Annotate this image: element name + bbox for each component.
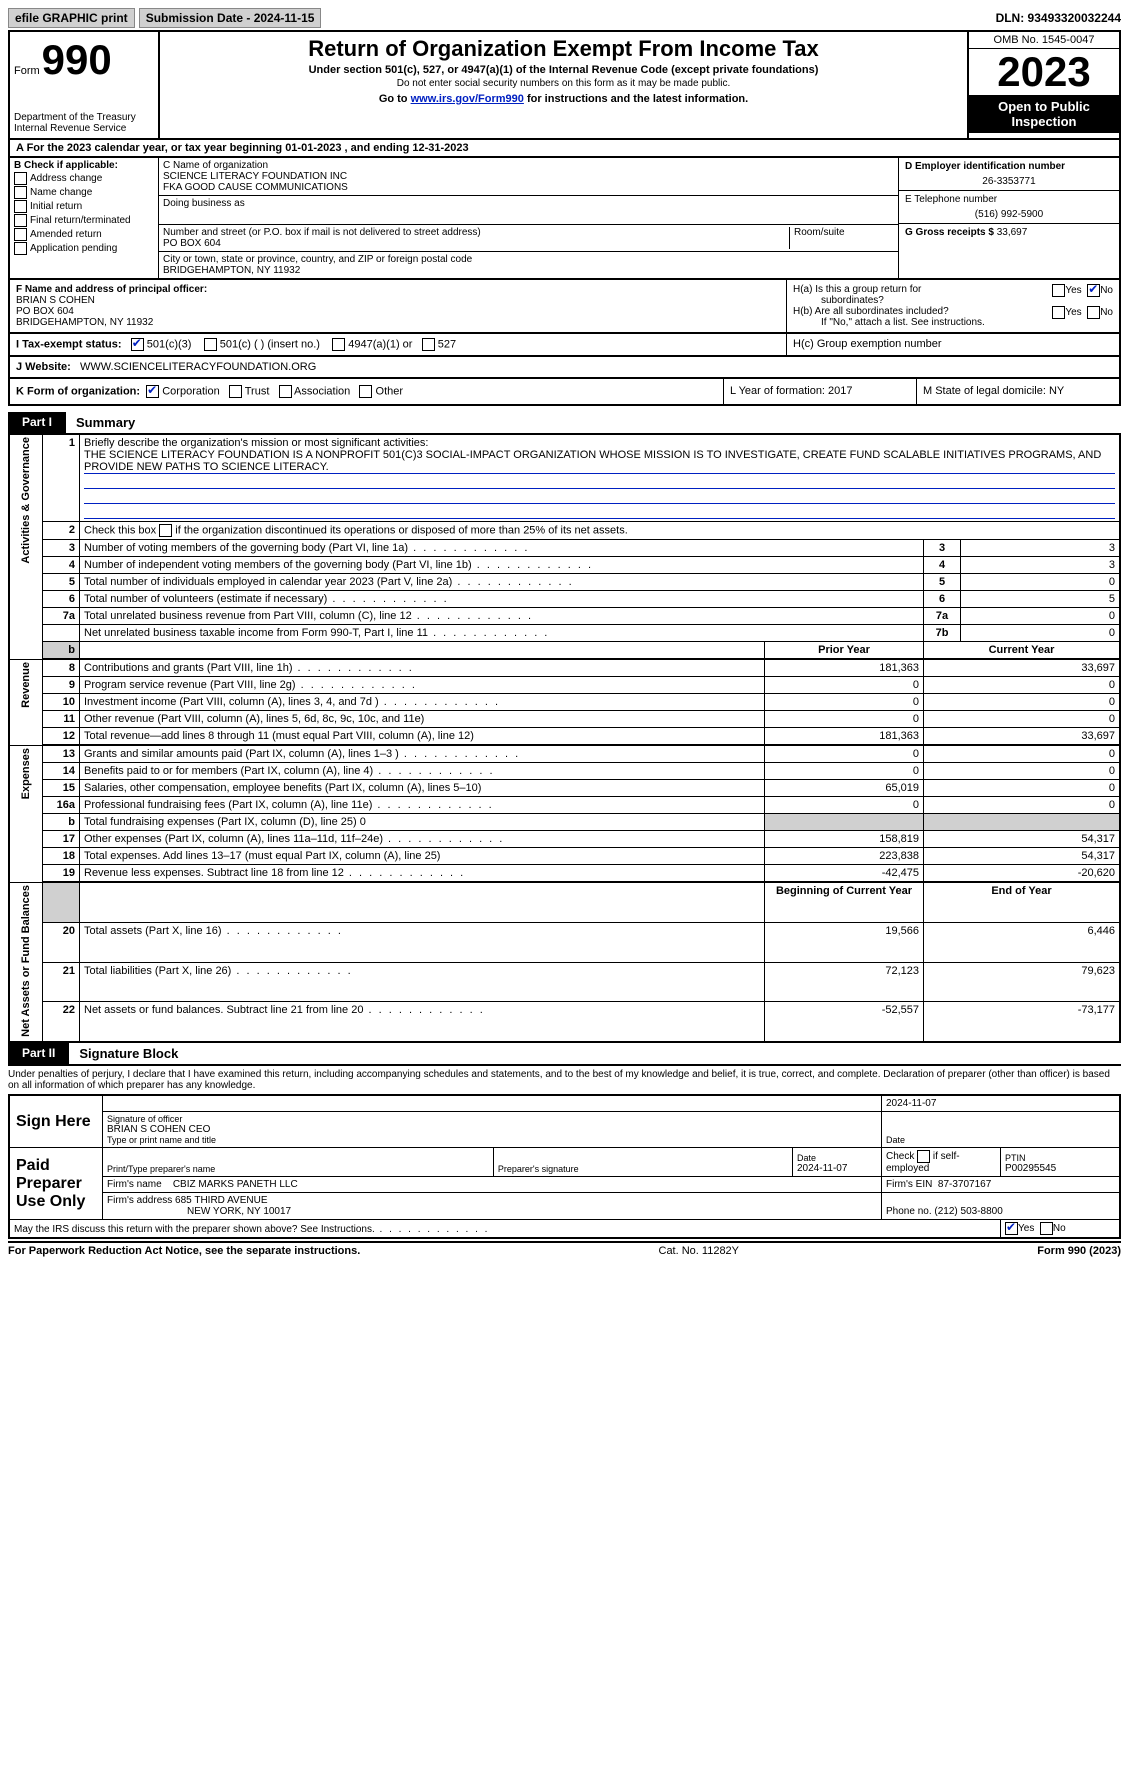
- year-formation: L Year of formation: 2017: [723, 379, 916, 404]
- val-7b: 0: [961, 625, 1121, 642]
- hc-group-exemption: H(c) Group exemption number: [787, 334, 1119, 355]
- signature-table: Sign Here 2024-11-07 Signature of office…: [8, 1094, 1121, 1239]
- discuss-yes[interactable]: [1005, 1222, 1018, 1235]
- website-url: WWW.SCIENCELITERACYFOUNDATION.ORG: [80, 361, 316, 373]
- firm-phone: (212) 503-8800: [934, 1206, 1002, 1217]
- phone: (516) 992-5900: [905, 209, 1113, 220]
- col-c-org: C Name of organization SCIENCE LITERACY …: [159, 158, 898, 278]
- dept-label: Department of the Treasury Internal Reve…: [14, 112, 154, 134]
- hb-no[interactable]: [1087, 306, 1100, 319]
- line2-check[interactable]: [159, 524, 172, 537]
- officer-signature: BRIAN S COHEN CEO: [107, 1124, 210, 1135]
- state-domicile: M State of legal domicile: NY: [916, 379, 1119, 404]
- org-assoc[interactable]: [279, 385, 292, 398]
- form-word: Form: [14, 65, 40, 77]
- ptin: P00295545: [1005, 1163, 1056, 1174]
- side-netassets: Net Assets or Fund Balances: [20, 885, 32, 1037]
- row-i: I Tax-exempt status: 501(c)(3) 501(c) ( …: [8, 334, 1121, 357]
- officer-addr1: PO BOX 604: [16, 306, 780, 317]
- tax-year: 2023: [969, 49, 1119, 95]
- subtitle-3: Go to www.irs.gov/Form990 for instructio…: [168, 93, 959, 105]
- subtitle-2: Do not enter social security numbers on …: [168, 78, 959, 89]
- row-fh: F Name and address of principal officer:…: [8, 280, 1121, 334]
- sign-here-label: Sign Here: [9, 1095, 103, 1148]
- org-name-2: FKA GOOD CAUSE COMMUNICATIONS: [163, 182, 894, 193]
- side-revenue: Revenue: [20, 662, 32, 708]
- part1-summary-table: Activities & Governance 1 Briefly descri…: [8, 433, 1121, 1043]
- org-trust[interactable]: [229, 385, 242, 398]
- check-final-return[interactable]: [14, 214, 27, 227]
- check-initial-return[interactable]: [14, 200, 27, 213]
- form-header: Form 990 Department of the Treasury Inte…: [8, 30, 1121, 140]
- ein: 26-3353771: [905, 176, 1113, 187]
- val-7a: 0: [961, 608, 1121, 625]
- efile-button[interactable]: efile GRAPHIC print: [8, 8, 135, 28]
- firm-ein: 87-3707167: [938, 1179, 991, 1190]
- side-expenses: Expenses: [20, 748, 32, 799]
- discuss-no[interactable]: [1040, 1222, 1053, 1235]
- room-suite-label: Room/suite: [790, 227, 894, 249]
- footer: For Paperwork Reduction Act Notice, see …: [8, 1241, 1121, 1257]
- paid-preparer-label: Paid Preparer Use Only: [9, 1148, 103, 1220]
- part1-header: Part I Summary: [8, 412, 1121, 433]
- dln: DLN: 93493320032244: [996, 11, 1121, 25]
- ha-no[interactable]: [1087, 284, 1100, 297]
- firm-addr2: NEW YORK, NY 10017: [107, 1206, 291, 1217]
- officer-name: BRIAN S COHEN: [16, 295, 780, 306]
- check-pending[interactable]: [14, 242, 27, 255]
- col-b-checkboxes: B Check if applicable: Address change Na…: [10, 158, 159, 278]
- officer-addr2: BRIDGEHAMPTON, NY 11932: [16, 317, 780, 328]
- check-amended[interactable]: [14, 228, 27, 241]
- submission-date: Submission Date - 2024-11-15: [139, 8, 322, 28]
- city-state-zip: BRIDGEHAMPTON, NY 11932: [163, 265, 894, 276]
- col-d-ein: D Employer identification number 26-3353…: [898, 158, 1119, 278]
- form-title: Return of Organization Exempt From Incom…: [168, 36, 959, 62]
- public-inspection: Open to Public Inspection: [969, 95, 1119, 133]
- val-3: 3: [961, 540, 1121, 557]
- part2-header: Part II Signature Block: [8, 1043, 1121, 1064]
- form-number: 990: [42, 36, 112, 84]
- hb-yes[interactable]: [1052, 306, 1065, 319]
- val-6: 5: [961, 591, 1121, 608]
- mission-text: THE SCIENCE LITERACY FOUNDATION IS A NON…: [84, 449, 1115, 474]
- tax-527[interactable]: [422, 338, 435, 351]
- ha-yes[interactable]: [1052, 284, 1065, 297]
- row-klm: K Form of organization: Corporation Trus…: [8, 379, 1121, 406]
- check-name-change[interactable]: [14, 186, 27, 199]
- self-employed-check[interactable]: [917, 1150, 930, 1163]
- signature-intro: Under penalties of perjury, I declare th…: [8, 1064, 1121, 1094]
- firm-name: CBIZ MARKS PANETH LLC: [173, 1179, 298, 1190]
- irs-link[interactable]: www.irs.gov/Form990: [411, 93, 524, 105]
- val-4: 3: [961, 557, 1121, 574]
- footer-right: Form 990 (2023): [1037, 1245, 1121, 1257]
- footer-left: For Paperwork Reduction Act Notice, see …: [8, 1245, 360, 1257]
- check-address-change[interactable]: [14, 172, 27, 185]
- section-bcd: B Check if applicable: Address change Na…: [8, 158, 1121, 280]
- val-5: 0: [961, 574, 1121, 591]
- org-other[interactable]: [359, 385, 372, 398]
- sig-date: 2024-11-07: [882, 1095, 1121, 1112]
- omb-number: OMB No. 1545-0047: [969, 32, 1119, 49]
- tax-501c[interactable]: [204, 338, 217, 351]
- tax-501c3[interactable]: [131, 338, 144, 351]
- firm-addr1: 685 THIRD AVENUE: [175, 1195, 267, 1206]
- row-j: J Website: WWW.SCIENCELITERACYFOUNDATION…: [8, 357, 1121, 379]
- side-activities: Activities & Governance: [20, 437, 32, 564]
- top-bar: efile GRAPHIC print Submission Date - 20…: [8, 8, 1121, 28]
- tax-4947[interactable]: [332, 338, 345, 351]
- org-name-1: SCIENCE LITERACY FOUNDATION INC: [163, 171, 894, 182]
- gross-receipts: 33,697: [997, 227, 1028, 238]
- org-corp[interactable]: [146, 385, 159, 398]
- street-address: PO BOX 604: [163, 238, 785, 249]
- subtitle-1: Under section 501(c), 527, or 4947(a)(1)…: [168, 64, 959, 76]
- row-a-period: A For the 2023 calendar year, or tax yea…: [8, 140, 1121, 158]
- footer-center: Cat. No. 11282Y: [659, 1245, 740, 1257]
